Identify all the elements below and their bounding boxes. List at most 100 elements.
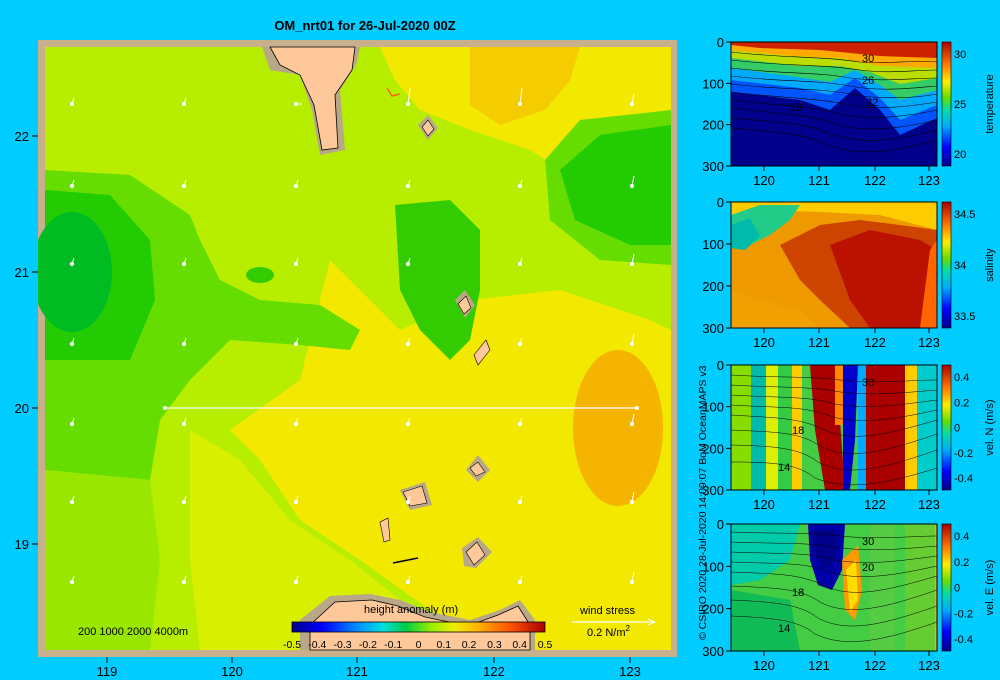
lat-tick-label: 20 bbox=[15, 401, 29, 416]
salinity-section bbox=[731, 202, 937, 328]
wind-arrow-head bbox=[69, 341, 75, 347]
salinity-colorbar bbox=[941, 201, 952, 329]
lat-tick-label: 22 bbox=[15, 129, 29, 144]
colorbar-tick-label: 30 bbox=[954, 49, 966, 61]
wind-arrow bbox=[519, 87, 523, 105]
svg-text:30: 30 bbox=[862, 536, 874, 548]
wind-arrow-head bbox=[69, 421, 75, 427]
section-lon-tick-label: 122 bbox=[864, 173, 886, 188]
wind-arrow-head bbox=[405, 421, 411, 427]
wind-arrow-head bbox=[405, 341, 411, 347]
wind-arrow-head bbox=[293, 341, 299, 347]
wind-arrow-head bbox=[293, 261, 299, 267]
depth-tick-label: 100 bbox=[702, 400, 724, 415]
wind-arrow-head bbox=[405, 499, 411, 505]
temperature-colorbar bbox=[941, 41, 952, 167]
depth-tick-label: 0 bbox=[717, 358, 724, 373]
section-lon-tick-label: 121 bbox=[808, 658, 830, 673]
colorbar-tick-label: -0.4 bbox=[308, 639, 326, 651]
colorbar-tick-label: -0.2 bbox=[954, 608, 973, 620]
section-lon-tick-label: 120 bbox=[753, 497, 775, 512]
svg-text:18: 18 bbox=[792, 425, 804, 437]
section-lon-tick-label: 121 bbox=[808, 497, 830, 512]
colorbar-label: temperature bbox=[984, 74, 996, 133]
colorbar-tick-label: -0.1 bbox=[384, 639, 402, 651]
lon-tick-label: 120 bbox=[221, 664, 243, 679]
section-lon-tick-label: 123 bbox=[918, 497, 940, 512]
svg-text:20: 20 bbox=[862, 562, 874, 574]
depth-tick-label: 100 bbox=[702, 559, 724, 574]
section-lon-tick-label: 120 bbox=[753, 658, 775, 673]
colorbar-tick-label: 34.5 bbox=[954, 209, 975, 221]
colorbar-tick-label: 0.4 bbox=[954, 372, 969, 384]
wind-arrow-head bbox=[69, 183, 75, 189]
depth-tick-label: 0 bbox=[717, 195, 724, 210]
wind-arrow-head bbox=[181, 183, 187, 189]
svg-text:18: 18 bbox=[790, 102, 802, 114]
wind-arrow-head bbox=[629, 261, 635, 267]
wind-arrow-head bbox=[517, 261, 523, 267]
wind-arrow-head bbox=[405, 101, 411, 107]
depth-tick-label: 200 bbox=[702, 279, 724, 294]
wind-arrow-head bbox=[517, 499, 523, 505]
section-line bbox=[163, 406, 639, 410]
contour-labels: 30 26 22 18 30 18 14 30 20 18 14 bbox=[778, 53, 878, 635]
wind-arrow-head bbox=[181, 341, 187, 347]
map-axes: 119 120 121 122 123 22 21 20 19 bbox=[15, 129, 641, 679]
lon-tick-label: 119 bbox=[97, 664, 118, 679]
colorbar-ticks: -0.5 -0.4 -0.3 -0.2 -0.1 0 0.1 0.2 0.3 0.4 0.5 bbox=[283, 639, 552, 651]
section-lon-tick-label: 121 bbox=[808, 173, 830, 188]
section-lon-tick-label: 123 bbox=[918, 658, 940, 673]
wind-arrow-head bbox=[517, 101, 523, 107]
colorbar-label: salinity bbox=[984, 248, 996, 282]
colorbar-tick-label: 0.2 bbox=[954, 557, 969, 569]
depth-tick-label: 300 bbox=[702, 644, 724, 659]
wind-arrow-head bbox=[181, 421, 187, 427]
colorbar-label: vel. E (m/s) bbox=[984, 560, 996, 616]
wind-arrow-head bbox=[293, 579, 299, 585]
temperature-section bbox=[731, 42, 937, 166]
wind-arrow-head bbox=[181, 499, 187, 505]
colorbar-tick-label: 20 bbox=[954, 149, 966, 161]
wind-arrow-head bbox=[517, 183, 523, 189]
colorbar-tick-label: 0.3 bbox=[487, 639, 502, 651]
svg-text:14: 14 bbox=[778, 623, 790, 635]
colorbar-tick-label: -0.5 bbox=[283, 639, 301, 651]
lon-tick-label: 123 bbox=[619, 664, 641, 679]
wind-arrow-head bbox=[181, 261, 187, 267]
wind-arrow-head bbox=[69, 261, 75, 267]
colorbar-tick-label: 0.4 bbox=[954, 531, 969, 543]
depth-tick-label: 100 bbox=[702, 237, 724, 252]
colorbar-label: height anomaly (m) bbox=[364, 604, 458, 616]
section-lon-tick-label: 123 bbox=[918, 335, 940, 350]
lon-tick-label: 121 bbox=[346, 664, 368, 679]
wind-arrow-head bbox=[293, 499, 299, 505]
wind-arrow-head bbox=[293, 101, 299, 107]
depth-tick-label: 200 bbox=[702, 118, 724, 133]
colorbar-tick-label: -0.3 bbox=[334, 639, 352, 651]
vel-n-section bbox=[731, 365, 937, 490]
wind-legend-label: wind stress bbox=[579, 605, 636, 617]
vel-e-colorbar bbox=[941, 523, 952, 652]
wind-legend-unit: 0.2 N/m2 bbox=[587, 624, 631, 639]
colorbar-tick-label: 0.2 bbox=[954, 397, 969, 409]
depth-tick-label: 300 bbox=[702, 159, 724, 174]
wind-arrow-head bbox=[405, 183, 411, 189]
map-title: OM_nrt01 for 26-Jul-2020 00Z bbox=[274, 18, 456, 33]
wind-arrow-head bbox=[629, 341, 635, 347]
depth-tick-label: 300 bbox=[702, 483, 724, 498]
section-lon-tick-label: 120 bbox=[753, 173, 775, 188]
wind-arrow-head bbox=[181, 101, 187, 107]
wind-arrow-head bbox=[293, 183, 299, 189]
colorbar-tick-label: 0 bbox=[954, 583, 960, 595]
lat-tick-label: 19 bbox=[15, 537, 29, 552]
wind-stress-arrows bbox=[69, 87, 635, 585]
colorbar-label: vel. N (m/s) bbox=[984, 399, 996, 455]
height-colorbar bbox=[291, 621, 546, 633]
colorbar-tick-label: 34 bbox=[954, 260, 966, 272]
wind-arrow-head bbox=[629, 421, 635, 427]
wind-arrow-head bbox=[517, 421, 523, 427]
section-lon-tick-label: 122 bbox=[864, 335, 886, 350]
wind-arrow-head bbox=[629, 183, 635, 189]
